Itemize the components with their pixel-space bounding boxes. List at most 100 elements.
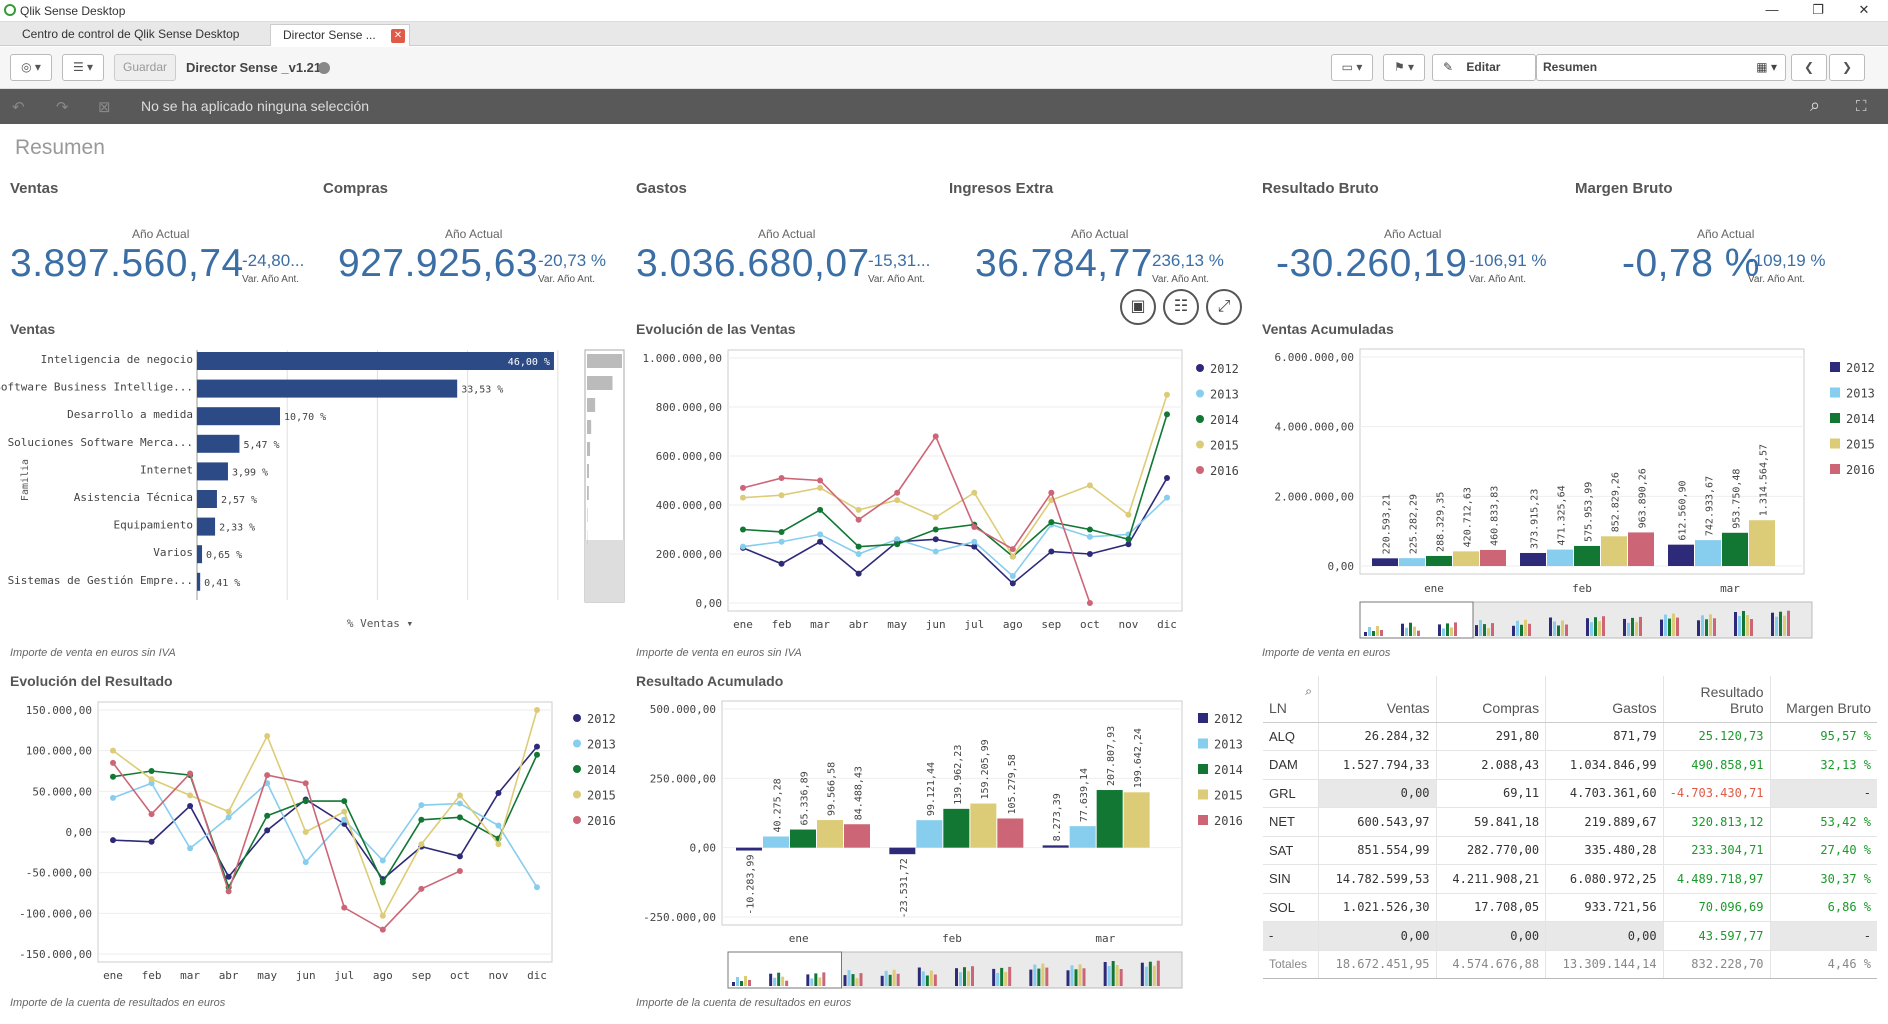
category-label: Varios bbox=[153, 546, 193, 559]
navigator-bar bbox=[822, 972, 826, 986]
column-header-ventas[interactable]: Ventas bbox=[1318, 676, 1437, 723]
minimize-button[interactable]: — bbox=[1765, 2, 1779, 17]
table-cell-label[interactable]: NET bbox=[1263, 807, 1319, 837]
data-label: 105.279,58 bbox=[1007, 754, 1018, 814]
x-tick-label: mar bbox=[180, 969, 200, 982]
data-point bbox=[817, 531, 824, 538]
step-forward-icon[interactable]: ↷ bbox=[56, 99, 69, 116]
bar bbox=[817, 820, 843, 848]
column-header-resultado-bruto[interactable]: Resultado Bruto bbox=[1662, 676, 1771, 723]
close-window-button[interactable]: ✕ bbox=[1858, 2, 1870, 17]
table-cell-label[interactable]: SAT bbox=[1263, 836, 1319, 865]
navigator-bar bbox=[1405, 627, 1408, 636]
resultado-acumulado-bar-chart[interactable]: -250.000,00 0,00 250.000,00 500.000,00 ene -1… bbox=[630, 692, 1256, 992]
bookmark-button[interactable]: ⚑ ▾ bbox=[1383, 54, 1425, 81]
x-tick-label: nov bbox=[489, 969, 509, 982]
save-button[interactable]: Guardar bbox=[114, 54, 176, 81]
table-totals-row[interactable]: Totales 18.672.451,95 4.574.676,88 13.309.1… bbox=[1263, 950, 1877, 979]
bar bbox=[197, 407, 281, 426]
navigator-bar bbox=[1742, 611, 1745, 636]
selections-tool-icon[interactable]: ⛶ bbox=[1856, 98, 1867, 115]
selection-message: No se ha aplicado ninguna selección bbox=[141, 98, 370, 114]
navigator-bar bbox=[1586, 618, 1589, 636]
navigator-bar bbox=[1783, 615, 1786, 636]
fullscreen-button[interactable]: ⤢ bbox=[1206, 289, 1242, 325]
category-label: Inteligencia de negocio bbox=[41, 353, 193, 366]
bar bbox=[1628, 532, 1654, 566]
resumen-table[interactable]: LN ⌕ Ventas Compras Gastos Resultado Bru… bbox=[1263, 676, 1877, 979]
kpi-variation-label: Var. Año Ant. bbox=[1152, 274, 1210, 285]
exploration-menu-button[interactable]: ☷ bbox=[1163, 289, 1199, 325]
table-row[interactable]: DAM 1.527.794,33 2.088,43 1.034.846,99 490.8… bbox=[1263, 750, 1877, 780]
table-cell-value: - bbox=[1769, 921, 1877, 951]
legend-marker bbox=[573, 765, 581, 773]
column-header-ln[interactable]: LN ⌕ bbox=[1263, 676, 1319, 723]
previous-sheet-button[interactable]: ❮ bbox=[1791, 54, 1827, 81]
table-cell-label[interactable]: SIN bbox=[1263, 864, 1319, 894]
data-point bbox=[817, 477, 824, 484]
x-tick-label: jul bbox=[334, 969, 354, 982]
step-back-icon[interactable]: ↶ bbox=[12, 99, 25, 116]
data-point bbox=[148, 838, 155, 845]
ventas-acumuladas-bar-chart[interactable]: 0,00 2.000.000,00 4.000.000,00 6.000.000,00… bbox=[1256, 340, 1888, 640]
evolucion-resultado-line-chart[interactable]: -150.000,00 -100.000,00 -50.000,00 0,00 50.0… bbox=[0, 692, 630, 992]
sheet-selector[interactable]: Resumen ▦ ▾ bbox=[1536, 54, 1786, 81]
data-point bbox=[379, 879, 386, 886]
table-cell-value: 320.813,12 bbox=[1662, 807, 1771, 837]
navigation-compass-button[interactable]: ◎ ▾ bbox=[10, 54, 52, 81]
bar bbox=[197, 462, 228, 481]
scrollbar-thumb bbox=[585, 540, 624, 602]
data-label: 575.953,99 bbox=[1584, 482, 1595, 542]
maximize-button[interactable]: ❐ bbox=[1812, 2, 1824, 17]
navigator-bar bbox=[955, 968, 958, 986]
column-header-gastos[interactable]: Gastos bbox=[1545, 676, 1664, 723]
search-icon[interactable]: ⌕ bbox=[1810, 95, 1821, 115]
navigator-bar bbox=[967, 971, 970, 986]
table-cell-value: 2.088,43 bbox=[1435, 750, 1546, 780]
table-cell-label[interactable]: Totales bbox=[1263, 950, 1319, 979]
navigator-bar bbox=[859, 973, 863, 986]
data-point bbox=[148, 811, 155, 818]
column-header-compras[interactable]: Compras bbox=[1435, 676, 1546, 723]
table-row[interactable]: GRL 0,00 69,11 4.703.361,60 -4.703.430,71- bbox=[1263, 779, 1877, 808]
table-cell-label[interactable]: GRL bbox=[1263, 779, 1319, 808]
table-cell-label[interactable]: - bbox=[1263, 921, 1319, 951]
table-row[interactable]: NET 600.543,97 59.841,18 219.889,67 320.813,… bbox=[1263, 807, 1877, 837]
chart-title: Ventas Acumuladas bbox=[1262, 321, 1394, 337]
table-row[interactable]: SIN 14.782.599,53 4.211.908,21 6.080.972,25… bbox=[1263, 864, 1877, 894]
tab-director-sense[interactable]: Director Sense ... ✕ bbox=[270, 24, 410, 46]
column-header-margen-bruto[interactable]: Margen Bruto bbox=[1769, 676, 1877, 723]
data-label: -23.531,72 bbox=[899, 858, 910, 918]
tab-hub[interactable]: Centro de control de Qlik Sense Desktop bbox=[10, 24, 251, 46]
snapshot-button[interactable]: ▣ bbox=[1120, 289, 1156, 325]
present-button[interactable]: ▭ ▾ bbox=[1331, 54, 1373, 81]
ventas-bar-chart[interactable]: Inteligencia de negocio 46,00 % Software B… bbox=[0, 340, 630, 640]
legend-marker bbox=[1196, 415, 1204, 423]
edit-button[interactable]: ✎ Editar bbox=[1432, 54, 1536, 81]
table-cell-label[interactable]: ALQ bbox=[1263, 722, 1319, 751]
table-row[interactable]: -0,00 0,00 0,00 43.597,77- bbox=[1263, 921, 1877, 951]
data-point bbox=[456, 814, 463, 821]
close-tab-icon[interactable]: ✕ bbox=[391, 29, 405, 43]
compass-icon: ◎ ▾ bbox=[21, 60, 41, 74]
table-row[interactable]: SOL 1.021.526,30 17.708,05 933.721,56 70.096… bbox=[1263, 893, 1877, 922]
navigator-bar bbox=[777, 972, 781, 986]
table-row[interactable]: ALQ 26.284,32 291,80 871,79 25.120,73 95,57 % bbox=[1263, 722, 1877, 751]
evolucion-ventas-line-chart[interactable]: 0,00 200.000,00 400.000,00 600.000,00 800.00… bbox=[630, 340, 1256, 640]
table-cell-label[interactable]: DAM bbox=[1263, 750, 1319, 780]
data-point bbox=[225, 814, 232, 821]
next-sheet-button[interactable]: ❯ bbox=[1829, 54, 1865, 81]
search-icon[interactable]: ⌕ bbox=[1305, 683, 1313, 698]
menu-list-button[interactable]: ☰ ▾ bbox=[62, 54, 104, 81]
data-label: 288.329,35 bbox=[1436, 492, 1447, 552]
data-point bbox=[495, 822, 502, 829]
data-point bbox=[894, 497, 901, 504]
navigator-bar bbox=[917, 967, 921, 986]
table-cell-label[interactable]: SOL bbox=[1263, 893, 1319, 922]
data-label: -10.283,99 bbox=[746, 855, 757, 915]
kpi-subtitle: Año Actual bbox=[758, 227, 816, 241]
table-row[interactable]: SAT 851.554,99 282.770,00 335.480,28 233.304… bbox=[1263, 836, 1877, 865]
y-tick-label: 0,00 bbox=[1328, 560, 1355, 573]
legend-label: 2016 bbox=[1210, 464, 1239, 478]
clear-selections-icon[interactable]: ⊠ bbox=[98, 99, 111, 116]
